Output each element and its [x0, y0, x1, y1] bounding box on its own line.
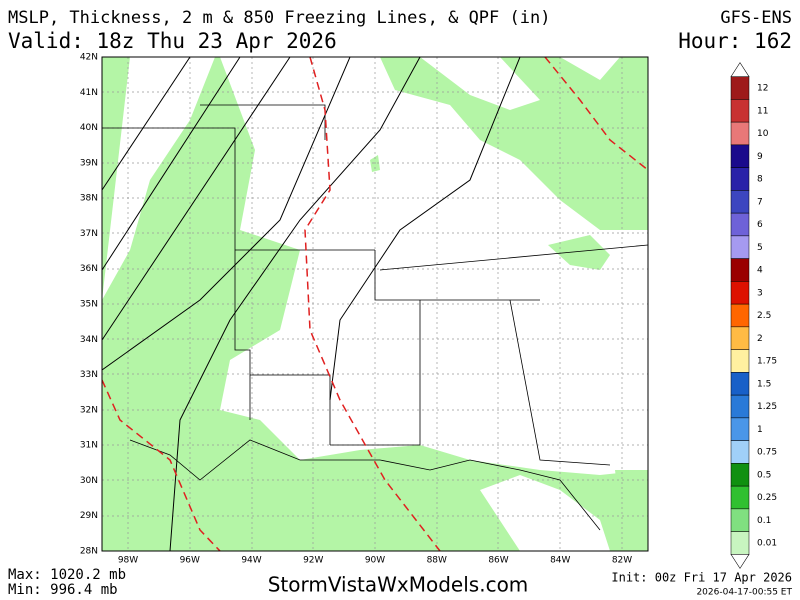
color-swatch	[730, 485, 750, 510]
lat-label: 28N	[80, 547, 98, 557]
color-swatch	[730, 99, 750, 123]
colorbar-label: 1.5	[757, 379, 771, 389]
colorbar-label: 3	[757, 288, 763, 298]
colorbar-label: 2.5	[757, 311, 771, 321]
color-swatch	[730, 190, 750, 214]
colorbar-label: 7	[757, 197, 763, 207]
colorbar-label: 12	[757, 84, 768, 94]
color-swatch	[730, 76, 750, 100]
colorbar-label: 4	[757, 266, 763, 276]
thickness-lines	[102, 57, 521, 551]
color-swatch	[730, 258, 750, 282]
lon-label: 94W	[241, 556, 261, 566]
colorbar-label: 1.75	[757, 357, 777, 367]
colorbar-label: 11	[757, 106, 768, 116]
color-swatch	[730, 144, 750, 168]
lat-label: 37N	[80, 229, 98, 239]
color-swatch	[730, 326, 750, 350]
lat-label: 34N	[80, 335, 98, 345]
lon-label: 96W	[180, 556, 200, 566]
map	[102, 57, 648, 551]
color-swatch	[730, 349, 750, 373]
color-swatch	[730, 463, 750, 487]
color-swatch	[730, 303, 750, 328]
colorbar-label: 5	[757, 243, 763, 253]
color-swatch	[730, 417, 750, 441]
colorbar-label: 1	[757, 425, 763, 435]
color-swatch	[730, 281, 750, 305]
colorbar-label: 0.75	[757, 448, 777, 458]
color-swatch	[730, 167, 750, 191]
lat-label: 39N	[80, 158, 98, 168]
lon-label: 92W	[303, 556, 323, 566]
lat-label: 40N	[80, 123, 98, 133]
color-swatch	[730, 394, 750, 419]
color-swatch	[730, 212, 750, 237]
lon-label: 86W	[488, 556, 508, 566]
init-time: Init: 00z Fri 17 Apr 2026	[611, 571, 792, 585]
timestamp: 2026-04-17-00:55 ET	[696, 588, 792, 598]
colorbar-label: 8	[757, 175, 763, 185]
lat-label: 42N	[80, 53, 98, 63]
lon-label: 90W	[365, 556, 385, 566]
lon-label: 88W	[427, 556, 447, 566]
colorbar-label: 0.25	[757, 493, 777, 503]
color-swatch	[730, 372, 750, 396]
colorbar-label: 0.01	[757, 539, 777, 549]
lat-label: 41N	[80, 88, 98, 98]
graticule	[102, 57, 648, 551]
lat-label: 29N	[80, 511, 98, 521]
lat-label: 30N	[80, 476, 98, 486]
colorbar-label: 0.1	[757, 516, 771, 526]
colorbar-label: 2	[757, 334, 763, 344]
forecast-hour: Hour: 162	[678, 29, 792, 53]
model: GFS-ENS	[720, 8, 792, 28]
min-pressure: Min: 996.4 mb	[8, 582, 118, 598]
freezing-lines	[102, 57, 648, 551]
colorbar-label: 9	[757, 152, 763, 162]
lat-label: 33N	[80, 370, 98, 380]
colorbar-label: 10	[757, 129, 769, 139]
lat-label: 32N	[80, 405, 98, 415]
colorbar-label: 1.25	[757, 402, 777, 412]
lat-label: 36N	[80, 264, 98, 274]
borders	[102, 104, 648, 531]
colorbar-arrow	[730, 554, 750, 569]
max-pressure: Max: 1020.2 mb	[8, 567, 126, 583]
lon-label: 82W	[612, 556, 632, 566]
color-swatch	[730, 121, 750, 146]
lat-label: 31N	[80, 441, 98, 451]
title: MSLP, Thickness, 2 m & 850 Freezing Line…	[8, 8, 550, 28]
color-swatch	[730, 531, 750, 555]
lon-label: 98W	[118, 556, 138, 566]
color-swatch	[730, 508, 750, 532]
colorbar-label: 6	[757, 220, 763, 230]
color-swatch	[730, 235, 750, 259]
lat-label: 35N	[80, 300, 98, 310]
colorbar-arrow	[730, 62, 750, 77]
colorbar-label: 0.5	[757, 470, 771, 480]
lon-label: 84W	[550, 556, 570, 566]
lat-label: 38N	[80, 194, 98, 204]
map-frame	[101, 56, 649, 552]
site: StormVistaWxModels.com	[268, 573, 529, 597]
color-swatch	[730, 440, 750, 464]
valid-time: Valid: 18z Thu 23 Apr 2026	[8, 29, 337, 53]
